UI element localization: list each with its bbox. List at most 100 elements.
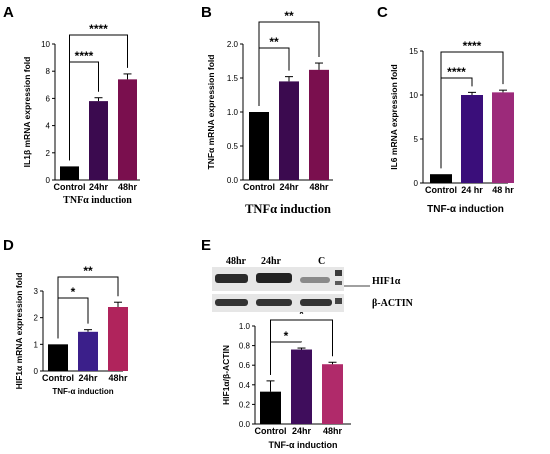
x-tick-label: 24hr — [292, 426, 312, 436]
y-tick-label: 2.0 — [227, 40, 239, 49]
x-tick-label: 48 hr — [492, 185, 514, 195]
x-tick-label: 24hr — [279, 182, 299, 192]
panel-letter-b: B — [201, 4, 212, 21]
blot-ladder-band — [335, 270, 342, 276]
significance-bracket — [258, 21, 320, 106]
significance-label: * — [284, 329, 289, 343]
bar — [461, 95, 483, 183]
y-axis-title: HIF1α mRNA expression fold — [14, 273, 24, 390]
panel-letter-e: E — [201, 237, 211, 254]
x-tick-label: 48hr — [309, 182, 329, 192]
x-tick-label: Control — [255, 426, 287, 436]
blot-lane-label: 24hr — [261, 256, 282, 267]
bar — [78, 331, 98, 371]
blot-band — [300, 299, 332, 306]
blot-band — [256, 299, 292, 306]
y-tick-label: 2 — [46, 149, 51, 158]
significance-label: **** — [463, 39, 482, 53]
bar — [108, 307, 128, 371]
blot-ladder-band — [335, 281, 342, 285]
x-axis-title: TNFα induction — [245, 202, 331, 216]
y-tick-label: 3 — [34, 287, 39, 296]
y-tick-label: 8 — [46, 67, 51, 76]
x-axis-title: TNFα induction — [63, 195, 132, 206]
x-tick-label: 24hr — [89, 182, 109, 192]
y-tick-label: 15 — [409, 47, 418, 56]
x-tick-label: 48hr — [323, 426, 343, 436]
x-tick-label: Control — [425, 185, 457, 195]
significance-label: **** — [75, 49, 94, 63]
y-tick-label: 0.5 — [227, 142, 239, 151]
blot-band — [215, 274, 248, 283]
y-tick-label: 2 — [34, 314, 39, 323]
y-axis-title: IL6 mRNA expression fold — [389, 64, 399, 169]
bar — [291, 349, 312, 424]
bar — [118, 79, 137, 180]
y-tick-label: 0 — [46, 176, 51, 185]
bar — [279, 81, 299, 180]
y-tick-label: 10 — [409, 91, 418, 100]
bar — [322, 364, 343, 424]
y-tick-label: 0 — [414, 179, 419, 188]
bar — [492, 92, 514, 183]
chart-b-tnfa: 0.0 0.5 1.0 1.5 2.0 Control 24hr 48hr TNFα induc… — [206, 9, 333, 216]
significance-label: **** — [447, 65, 466, 79]
y-tick-label: 1.5 — [227, 74, 239, 83]
blot-lane-label: C — [318, 256, 325, 267]
bar — [430, 174, 452, 183]
x-tick-label: 24hr — [78, 373, 98, 383]
bar — [60, 166, 79, 180]
x-axis-title: TNF-α induction — [52, 387, 113, 396]
bar — [89, 101, 108, 180]
x-tick-label: 48hr — [118, 182, 138, 192]
x-tick-label: Control — [54, 182, 86, 192]
blot-row-label: HIF1α — [372, 276, 401, 287]
blot-band — [300, 277, 330, 283]
y-tick-label: 0.0 — [239, 420, 251, 429]
y-tick-label: 6 — [46, 94, 51, 103]
chart-a-il1b: 0 2 4 6 8 10 Control 24hr 48hr TNFα induction IL1β… — [22, 22, 140, 206]
x-axis-title: TNF-α induction — [268, 440, 337, 450]
significance-label: ** — [83, 264, 93, 278]
significance-label: * — [71, 285, 76, 299]
x-tick-label: Control — [42, 373, 74, 383]
significance-bracket — [69, 34, 128, 161]
chart-c-il6: 0 5 10 15 Control 24 hr 48 hr TNF-α induction IL… — [389, 39, 514, 215]
y-tick-label: 1.0 — [227, 108, 239, 117]
significance-label: **** — [89, 22, 108, 36]
y-tick-label: 0.0 — [227, 176, 239, 185]
blot-ladder-band — [335, 298, 342, 304]
panel-letter-c: C — [377, 4, 388, 21]
bar — [260, 391, 281, 424]
y-tick-label: 4 — [46, 122, 51, 131]
blot-band — [256, 273, 292, 283]
y-tick-label: 0.4 — [239, 381, 251, 390]
y-tick-label: 0 — [34, 367, 39, 376]
blot-lane-label: 48hr — [226, 256, 247, 267]
western-blot: 48hr 24hr C HIF1α β-ACTIN — [212, 256, 414, 312]
y-axis-title: IL1β mRNA expression fold — [22, 57, 32, 168]
y-tick-label: 0.6 — [239, 361, 251, 370]
bar — [48, 344, 68, 371]
blot-row-label: β-ACTIN — [372, 298, 414, 309]
significance-label: ** — [269, 35, 279, 49]
significance-label: ** — [284, 9, 294, 23]
significance-bracket — [270, 319, 333, 375]
x-tick-label: 48hr — [108, 373, 128, 383]
x-tick-label: 24 hr — [461, 185, 483, 195]
significance-bracket — [57, 276, 119, 339]
x-tick-label: Control — [243, 182, 275, 192]
x-axis-title: TNF-α induction — [427, 204, 504, 215]
significance-bracket — [440, 51, 504, 169]
y-tick-label: 1.0 — [239, 322, 251, 331]
y-tick-label: 5 — [414, 135, 419, 144]
panel-letter-a: A — [3, 4, 14, 21]
significance-label: * — [299, 307, 304, 321]
bar — [249, 112, 269, 180]
bar — [309, 69, 329, 180]
y-axis-title: TNFα mRNA expression fold — [206, 55, 216, 170]
panel-letter-d: D — [3, 237, 14, 254]
y-tick-label: 0.2 — [239, 400, 251, 409]
y-tick-label: 0.8 — [239, 342, 251, 351]
